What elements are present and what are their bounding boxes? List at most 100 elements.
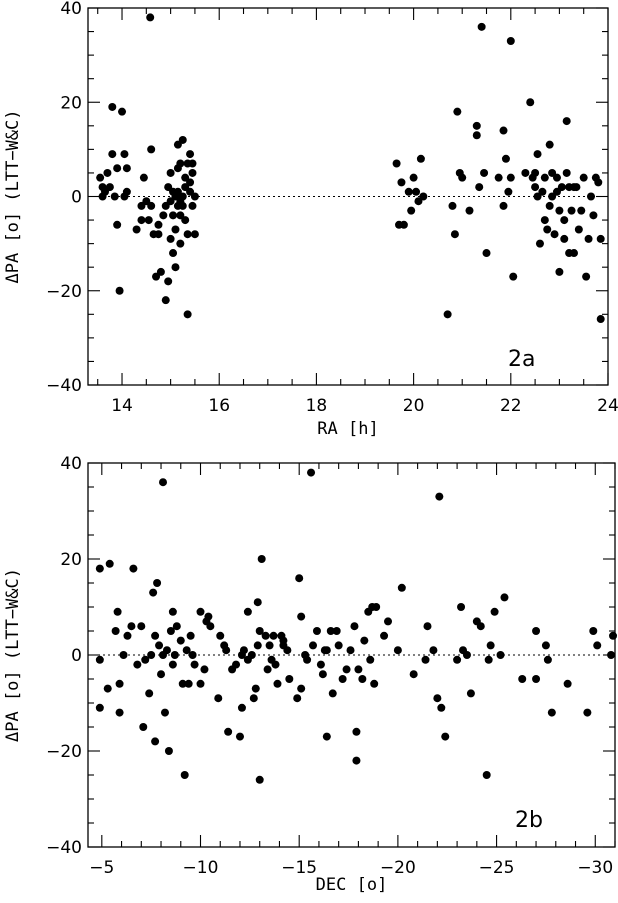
data-point — [372, 603, 381, 611]
data-point — [129, 564, 138, 573]
data-point — [562, 117, 571, 126]
data-point — [285, 675, 294, 683]
data-point — [188, 651, 197, 659]
data-point — [283, 646, 292, 655]
data-point — [472, 121, 481, 130]
data-point — [200, 665, 209, 674]
y-axis-label: ΔPA [o] (LTT−W&C) — [3, 110, 23, 284]
data-point — [183, 230, 192, 239]
x-tick-label: −20 — [380, 858, 416, 878]
data-point — [303, 655, 312, 664]
data-point — [316, 660, 325, 669]
data-point — [583, 708, 592, 717]
data-point — [557, 183, 566, 192]
data-point — [535, 239, 544, 248]
data-point — [421, 655, 430, 664]
data-point — [334, 641, 343, 650]
data-point — [480, 168, 489, 177]
data-point — [297, 612, 306, 621]
data-point — [350, 622, 359, 631]
data-point — [354, 665, 363, 674]
data-point — [297, 684, 306, 693]
y-tick-label: −40 — [46, 376, 82, 396]
data-point — [423, 622, 432, 631]
data-point — [146, 13, 155, 22]
data-point — [139, 723, 148, 731]
data-point — [149, 230, 158, 239]
data-point — [560, 234, 569, 243]
data-point — [184, 679, 193, 688]
data-point — [251, 684, 260, 693]
x-tick-label: −30 — [577, 858, 613, 878]
data-point — [132, 225, 141, 234]
data-point — [115, 679, 124, 688]
data-point — [392, 159, 401, 168]
x-axis-label: DEC [o] — [316, 875, 388, 895]
data-point — [261, 631, 270, 640]
data-point — [547, 708, 556, 717]
x-tick-label: 14 — [111, 396, 133, 416]
data-point — [307, 468, 316, 477]
data-point — [380, 631, 389, 640]
data-point — [113, 164, 122, 173]
data-point — [596, 315, 605, 324]
data-point — [169, 211, 178, 220]
data-point — [586, 192, 595, 201]
data-point — [96, 173, 105, 182]
data-point — [458, 173, 467, 182]
data-point — [541, 641, 550, 650]
data-point — [555, 206, 564, 215]
data-point — [103, 168, 112, 177]
data-point — [338, 675, 347, 683]
data-point — [263, 665, 272, 674]
data-point — [453, 107, 462, 116]
data-point — [214, 694, 223, 703]
data-point — [133, 660, 142, 669]
data-point — [569, 249, 578, 258]
panel-2a: −40 −20 0 20 40 14 16 18 20 22 24 RA [h] ΔPA [o] (LT… — [3, 0, 618, 439]
data-point — [115, 286, 124, 295]
x-tick-label: 18 — [306, 396, 328, 416]
data-point — [393, 646, 402, 655]
data-point — [95, 564, 104, 573]
y-tick-label: −20 — [46, 282, 82, 302]
data-point — [540, 173, 549, 182]
data-point — [119, 651, 128, 659]
data-point — [147, 145, 156, 154]
data-point — [562, 168, 571, 177]
data-point — [196, 679, 205, 688]
data-point — [183, 310, 192, 319]
data-point — [176, 636, 185, 645]
data-point — [504, 187, 513, 196]
data-point — [560, 216, 569, 225]
data-point — [147, 201, 156, 210]
data-point — [141, 655, 150, 664]
data-point — [399, 220, 408, 229]
data-point — [555, 267, 564, 276]
data-point — [166, 168, 175, 177]
data-point — [178, 679, 187, 688]
data-point — [190, 660, 199, 669]
data-point — [222, 646, 231, 655]
data-point — [545, 201, 554, 210]
data-point — [122, 164, 131, 173]
data-point — [255, 627, 264, 635]
data-point — [169, 249, 178, 258]
data-point — [166, 234, 175, 243]
data-point — [164, 747, 173, 755]
data-point — [253, 598, 262, 607]
data-point — [494, 173, 503, 182]
data-point — [293, 694, 302, 703]
data-point — [552, 173, 561, 182]
data-point — [118, 107, 127, 116]
data-point — [161, 296, 170, 305]
data-point — [257, 555, 266, 563]
data-point — [499, 126, 508, 135]
data-point — [482, 249, 491, 258]
data-point — [186, 150, 195, 159]
data-point — [540, 216, 549, 225]
data-point — [543, 655, 552, 664]
data-point — [441, 732, 450, 741]
data-point — [419, 192, 428, 201]
data-point — [322, 732, 331, 741]
